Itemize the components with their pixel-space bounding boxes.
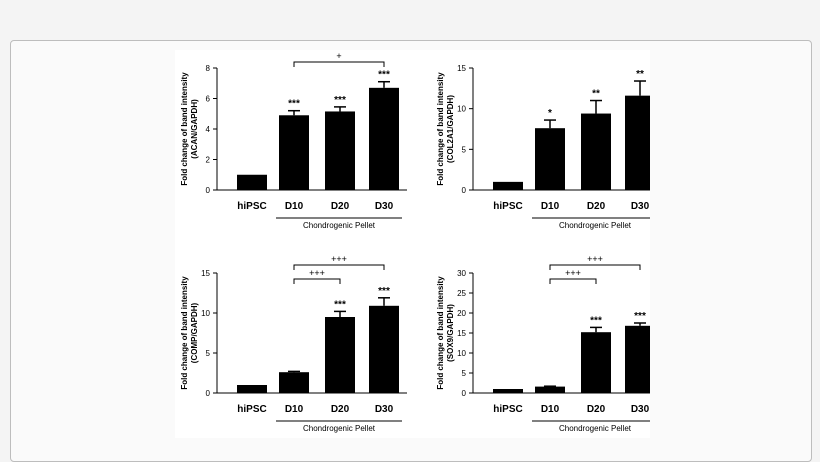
y-axis-label-line: (COMP/GAPDH) [190, 302, 199, 363]
x-tick-label: D10 [285, 404, 304, 415]
bar-hipsc [493, 389, 523, 393]
y-tick-label: 10 [457, 349, 466, 358]
y-tick-label: 10 [201, 309, 210, 318]
x-tick-label: D30 [631, 404, 650, 415]
y-axis-label-line: (SOX9/GAPDH) [446, 304, 455, 362]
y-tick-label: 5 [462, 145, 467, 154]
y-axis-label: Fold change of band intensity(COL2A1/GAP… [436, 72, 455, 186]
group-label: Chondrogenic Pellet [303, 424, 376, 433]
significance-label: *** [334, 95, 346, 106]
bar-d10 [535, 386, 565, 393]
comparison-bracket [549, 264, 641, 270]
x-tick-label: hiPSC [237, 201, 266, 212]
bar-d30 [625, 95, 655, 190]
y-axis-label-line: (ACAN/GAPDH) [190, 99, 199, 159]
y-axis-label: Fold change of band intensity(ACAN/GAPDH… [180, 72, 199, 186]
comparison-bracket [293, 278, 341, 284]
y-axis-label-line: Fold change of band intensity [436, 72, 445, 186]
y-tick-label: 0 [206, 186, 211, 195]
comparison-bracket [293, 264, 385, 270]
x-tick-label: hiPSC [493, 404, 522, 415]
x-tick-label: D10 [541, 404, 560, 415]
x-tick-label: D10 [285, 201, 304, 212]
x-tick-label: hiPSC [237, 404, 266, 415]
comparison-label: +++ [587, 254, 603, 264]
comparison-label: +++ [565, 268, 581, 278]
significance-label: *** [634, 311, 646, 322]
y-tick-label: 2 [206, 156, 211, 165]
comparison-label: +++ [331, 254, 347, 264]
y-axis-label-line: Fold change of band intensity [180, 72, 189, 186]
bar-d10 [279, 115, 309, 190]
y-tick-label: 6 [206, 95, 211, 104]
chart-panel-1: 0 2 4 6 8 Fold change of band intensity(ACAN/… [180, 51, 407, 230]
significance-label: *** [288, 99, 300, 110]
bar-hipsc [237, 385, 267, 393]
bar-d20 [325, 111, 355, 190]
x-tick-label: D10 [541, 201, 560, 212]
y-tick-label: 15 [201, 269, 210, 278]
y-tick-label: 20 [457, 309, 466, 318]
y-axis-label-line: (COL2A1/GAPDH) [446, 95, 455, 163]
y-tick-label: 15 [457, 329, 466, 338]
comparison-label: + [336, 51, 341, 61]
y-axis-label-line: Fold change of band intensity [180, 276, 189, 390]
significance-label: * [548, 108, 552, 119]
bar-d20 [581, 332, 611, 393]
group-label: Chondrogenic Pellet [559, 221, 632, 230]
x-tick-label: D30 [375, 404, 394, 415]
x-tick-label: D30 [375, 201, 394, 212]
significance-label: *** [378, 70, 390, 81]
comparison-bracket [549, 278, 597, 284]
significance-label: *** [334, 299, 346, 310]
significance-label: *** [378, 286, 390, 297]
x-tick-label: D20 [587, 404, 606, 415]
comparison-label: +++ [309, 268, 325, 278]
y-tick-label: 30 [457, 269, 466, 278]
y-tick-label: 10 [457, 105, 466, 114]
y-tick-label: 0 [462, 186, 467, 195]
bar-d30 [369, 87, 399, 190]
significance-label: ** [636, 69, 644, 80]
y-tick-label: 8 [206, 64, 211, 73]
bar-hipsc [237, 174, 267, 190]
y-tick-label: 15 [457, 64, 466, 73]
x-tick-label: D20 [331, 404, 350, 415]
x-tick-label: D20 [331, 201, 350, 212]
group-label: Chondrogenic Pellet [559, 424, 632, 433]
bar-d10 [535, 128, 565, 190]
y-tick-label: 0 [462, 389, 467, 398]
y-axis-label: Fold change of band intensity(COMP/GAPDH… [180, 276, 199, 390]
bar-d30 [369, 305, 399, 393]
y-tick-label: 0 [206, 389, 211, 398]
bar-d10 [279, 372, 309, 393]
bar-d20 [325, 317, 355, 393]
y-tick-label: 5 [462, 369, 467, 378]
y-axis-label-line: Fold change of band intensity [436, 276, 445, 390]
y-tick-label: 4 [206, 125, 211, 134]
figure-panel: 0 2 4 6 8 Fold change of band intensity(ACAN/… [175, 50, 663, 438]
y-tick-label: 25 [457, 289, 466, 298]
y-axis-label: Fold change of band intensity(SOX9/GAPDH… [436, 276, 455, 390]
bar-hipsc [493, 181, 523, 190]
significance-label: ** [592, 89, 600, 100]
group-label: Chondrogenic Pellet [303, 221, 376, 230]
comparison-bracket [293, 61, 385, 67]
x-tick-label: D30 [631, 201, 650, 212]
bar-d20 [581, 113, 611, 190]
bar-d30 [625, 325, 655, 393]
x-tick-label: D20 [587, 201, 606, 212]
y-tick-label: 5 [206, 349, 211, 358]
x-tick-label: hiPSC [493, 201, 522, 212]
significance-label: *** [590, 315, 602, 326]
